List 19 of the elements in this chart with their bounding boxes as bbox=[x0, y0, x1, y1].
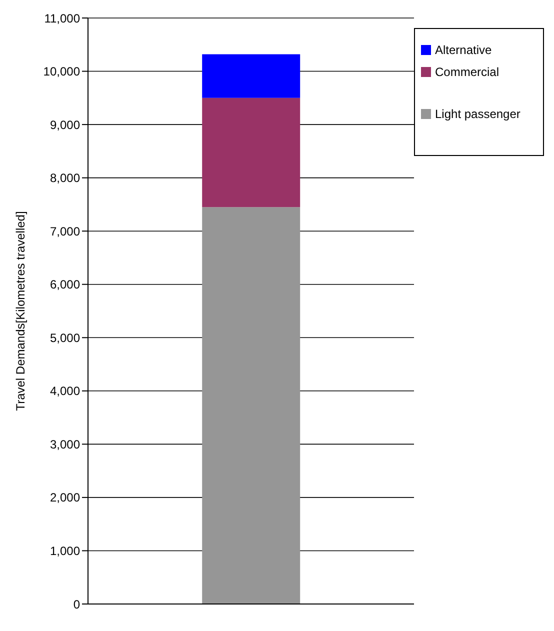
y-tick-label: 5,000 bbox=[50, 330, 80, 345]
y-tick-label: 6,000 bbox=[50, 278, 80, 292]
y-tick-label: 4,000 bbox=[50, 384, 80, 398]
y-tick-label: 9,000 bbox=[50, 118, 80, 132]
y-tick-label: 8,000 bbox=[50, 171, 80, 186]
bar bbox=[202, 207, 300, 604]
y-tick-label: 0 bbox=[73, 597, 80, 612]
y-tick-label: 3,000 bbox=[50, 437, 80, 452]
legend-label: Commercial bbox=[435, 65, 500, 79]
bar bbox=[202, 98, 300, 208]
y-tick-label: 7,000 bbox=[50, 224, 80, 238]
y-tick-label: 11,000 bbox=[44, 11, 80, 26]
legend-label: Alternative bbox=[435, 43, 492, 57]
y-axis-title: Travel Demands[Kilometres travelled] bbox=[13, 211, 28, 411]
y-tick-label: 10,000 bbox=[43, 64, 80, 79]
y-tick-label: 1,000 bbox=[50, 544, 80, 558]
y-tick-label: 2,000 bbox=[50, 490, 80, 505]
legend-label: Light passenger bbox=[435, 107, 520, 121]
bar bbox=[202, 54, 300, 98]
